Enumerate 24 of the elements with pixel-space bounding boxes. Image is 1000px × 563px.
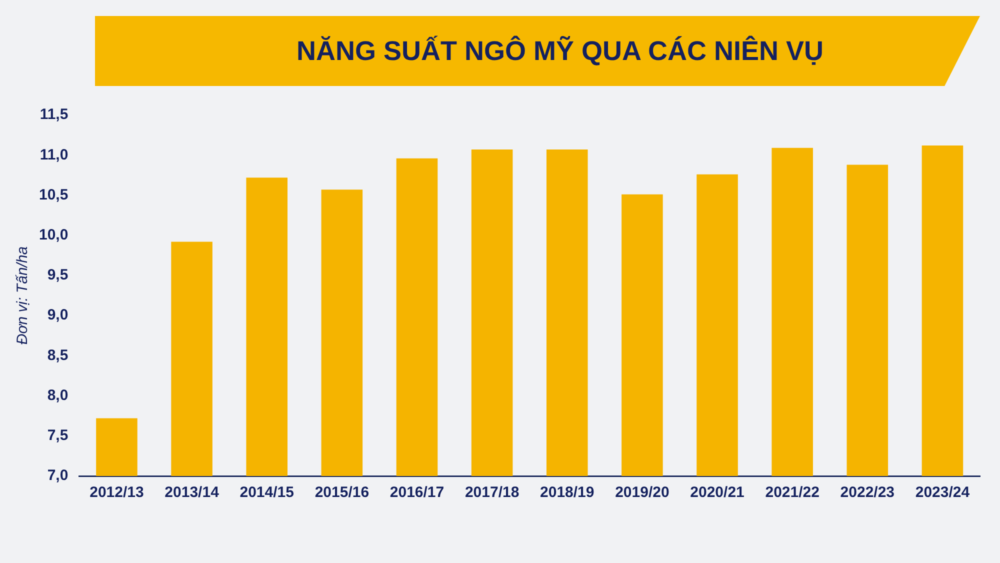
x-tick-label: 2021/22: [765, 484, 820, 502]
x-tick-label: 2017/18: [464, 484, 520, 502]
y-tick-label: 10,0: [38, 226, 68, 244]
x-tick-label: 2022/23: [840, 484, 895, 502]
y-tick-label: 8,0: [47, 386, 68, 404]
x-tick-label: 2015/16: [314, 484, 370, 502]
y-tick-label: 9,0: [47, 306, 68, 324]
y-tick-label: 9,5: [47, 266, 68, 284]
y-tick-label: 8,5: [47, 346, 68, 364]
y-tick-label: 11,5: [40, 106, 68, 124]
x-tick-label: 2014/15: [240, 484, 294, 502]
x-tick-label: 2013/14: [164, 484, 220, 502]
x-tick-label: 2012/13: [90, 484, 144, 502]
y-tick-label: 7,0: [47, 467, 68, 484]
y-tick-label: 11,0: [40, 146, 68, 164]
x-tick-label: 2023/24: [915, 484, 970, 502]
x-tick-label: 2016/17: [390, 484, 444, 502]
y-tick-label: 10,5: [38, 186, 68, 204]
y-axis-title: Đơn vị: Tấn/ha: [14, 246, 32, 345]
y-tick-label: 7,5: [47, 427, 68, 444]
x-tick-label: 2020/21: [690, 484, 744, 502]
x-tick-label: 2018/19: [540, 484, 594, 502]
x-tick-label: 2019/20: [615, 484, 670, 502]
chart-title: NĂNG SUẤT NGÔ MỸ QUA CÁC NIÊN VỤ: [295, 34, 824, 68]
